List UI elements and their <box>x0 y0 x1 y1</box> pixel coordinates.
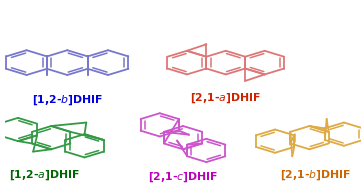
Text: [1,2-$\mathit{b}$]DHIF: [1,2-$\mathit{b}$]DHIF <box>31 93 103 107</box>
Text: [2,1-$\mathit{c}$]DHIF: [2,1-$\mathit{c}$]DHIF <box>148 170 218 184</box>
Text: [1,2-$\mathit{a}$]DHIF: [1,2-$\mathit{a}$]DHIF <box>9 168 80 182</box>
Text: [2,1-$\mathit{b}$]DHIF: [2,1-$\mathit{b}$]DHIF <box>281 168 352 182</box>
Text: [2,1-$\mathit{a}$]DHIF: [2,1-$\mathit{a}$]DHIF <box>190 91 261 105</box>
